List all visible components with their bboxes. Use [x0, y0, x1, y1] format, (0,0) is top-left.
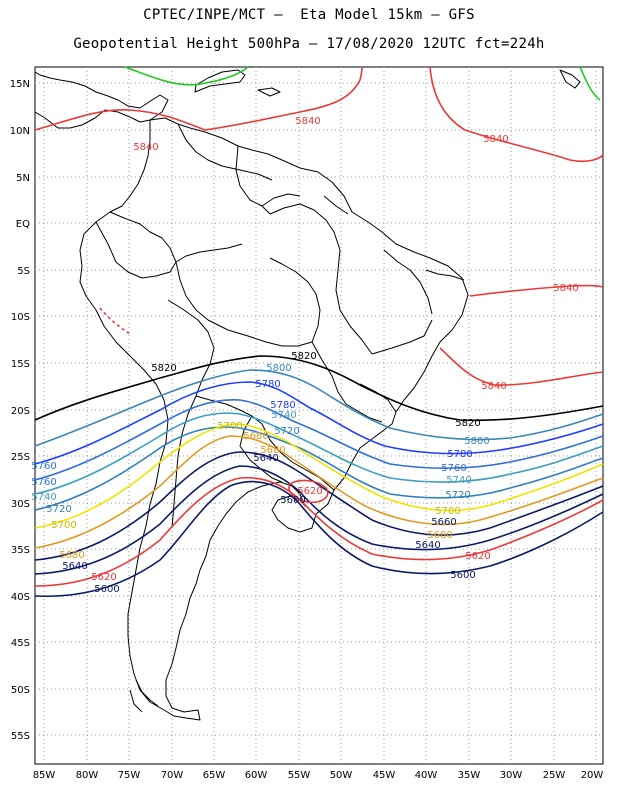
contour-5840-north	[34, 66, 363, 131]
lat-label: 55S	[11, 731, 30, 742]
contour-5780	[34, 381, 604, 465]
lon-label: 45W	[373, 770, 396, 781]
lon-label: 25W	[543, 770, 566, 781]
lon-label: 75W	[118, 770, 141, 781]
lon-label: 85W	[33, 770, 56, 781]
lon-label: 60W	[245, 770, 268, 781]
contour-label: 5700	[435, 506, 460, 517]
lat-label: 15S	[11, 359, 30, 370]
contour-label: 5720	[445, 490, 470, 501]
lon-label: 80W	[76, 770, 99, 781]
lat-label: 5S	[17, 266, 30, 277]
contour-label: 5600	[280, 495, 305, 506]
contour-label: 5760	[31, 461, 56, 472]
contour-5640	[34, 465, 604, 575]
contour-label: 5740	[446, 475, 471, 486]
contour-5660	[34, 451, 604, 561]
lon-label: 70W	[161, 770, 184, 781]
lat-label: 10S	[11, 312, 30, 323]
contour-label: 5700	[51, 520, 76, 531]
contour-label: 5680	[427, 530, 452, 541]
contour-label: 5720	[46, 504, 71, 515]
lon-label: 35W	[458, 770, 481, 781]
contour-5600	[34, 480, 604, 598]
contour-labels: 5840 5840 5840 5840 5840 5820 5820 5820 …	[31, 116, 578, 595]
contour-label: 5660	[431, 517, 456, 528]
contour-lines	[34, 66, 604, 598]
contour-label: 5780	[255, 379, 280, 390]
lon-label: 55W	[288, 770, 311, 781]
contour-label: 5840	[133, 142, 158, 153]
longitude-axis: 85W 80W 75W 70W 65W 60W 55W 50W 45W 40W …	[33, 770, 604, 781]
map-title-line-1: CPTEC/INPE/MCT – Eta Model 15km – GFS	[143, 7, 475, 23]
lon-label: 40W	[415, 770, 438, 781]
contour-label: 5640	[253, 453, 278, 464]
contour-5620-loop	[288, 479, 329, 504]
contour-5840-fragment	[99, 307, 131, 335]
contour-label: 5760	[31, 477, 56, 488]
contour-label: 5600	[450, 570, 475, 581]
contour-5840-northeast	[429, 66, 604, 163]
lon-label: 20W	[581, 770, 604, 781]
lat-label: 40S	[11, 592, 30, 603]
contour-5860-north	[124, 66, 249, 86]
lat-label: 25S	[11, 452, 30, 463]
lat-label: 45S	[11, 638, 30, 649]
contour-label: 5820	[151, 363, 176, 374]
contour-5740	[34, 412, 604, 495]
contour-label: 5680	[59, 550, 84, 561]
contour-label: 5780	[447, 449, 472, 460]
coastline	[34, 69, 581, 721]
lat-label: 15N	[10, 79, 30, 90]
contour-label: 5800	[266, 363, 291, 374]
contour-5680	[34, 435, 604, 549]
contour-label: 5680	[260, 445, 285, 456]
contour-label: 5740	[31, 492, 56, 503]
lat-label: 35S	[11, 545, 30, 556]
contour-label: 5620	[297, 486, 322, 497]
contour-label: 5840	[481, 381, 506, 392]
contour-label: 5720	[274, 426, 299, 437]
contour-label: 5800	[464, 436, 489, 447]
contour-5840-east	[469, 284, 604, 297]
contour-label: 5740	[271, 410, 296, 421]
lon-label: 30W	[500, 770, 523, 781]
contour-label: 5700	[217, 421, 242, 432]
lon-label: 65W	[203, 770, 226, 781]
contour-label: 5620	[465, 551, 490, 562]
contour-label: 5760	[441, 463, 466, 474]
lat-label: 10N	[10, 126, 30, 137]
lat-label: EQ	[16, 219, 30, 230]
contour-5820	[34, 355, 604, 422]
contour-5720	[34, 426, 604, 511]
contour-5800	[34, 369, 604, 447]
lat-label: 20S	[11, 406, 30, 417]
map-frame	[34, 66, 604, 765]
contour-label: 5820	[455, 418, 480, 429]
contour-5760	[34, 399, 604, 481]
contour-5700	[34, 423, 604, 529]
lat-label: 30S	[11, 499, 30, 510]
contour-label: 5840	[553, 283, 578, 294]
contour-label: 5780	[270, 400, 295, 411]
lat-lon-grid	[35, 67, 603, 764]
contour-label: 5600	[94, 584, 119, 595]
contour-label: 5640	[62, 561, 87, 572]
latitude-axis: 15N 10N 5N EQ 5S 10S 15S 20S 25S 30S 35S…	[10, 79, 30, 742]
lat-label: 5N	[16, 173, 30, 184]
contour-5840-south-atlantic	[439, 347, 604, 386]
contour-label: 5640	[415, 540, 440, 551]
lon-label: 50W	[330, 770, 353, 781]
map-title-line-2: Geopotential Height 500hPa – 17/08/2020 …	[73, 36, 545, 52]
contour-label: 5680	[243, 431, 268, 442]
contour-5860-east	[579, 66, 601, 101]
lat-label: 50S	[11, 685, 30, 696]
contour-label: 5840	[295, 116, 320, 127]
contour-label: 5620	[91, 572, 116, 583]
contour-label: 5820	[291, 351, 316, 362]
contour-label: 5840	[483, 134, 508, 145]
